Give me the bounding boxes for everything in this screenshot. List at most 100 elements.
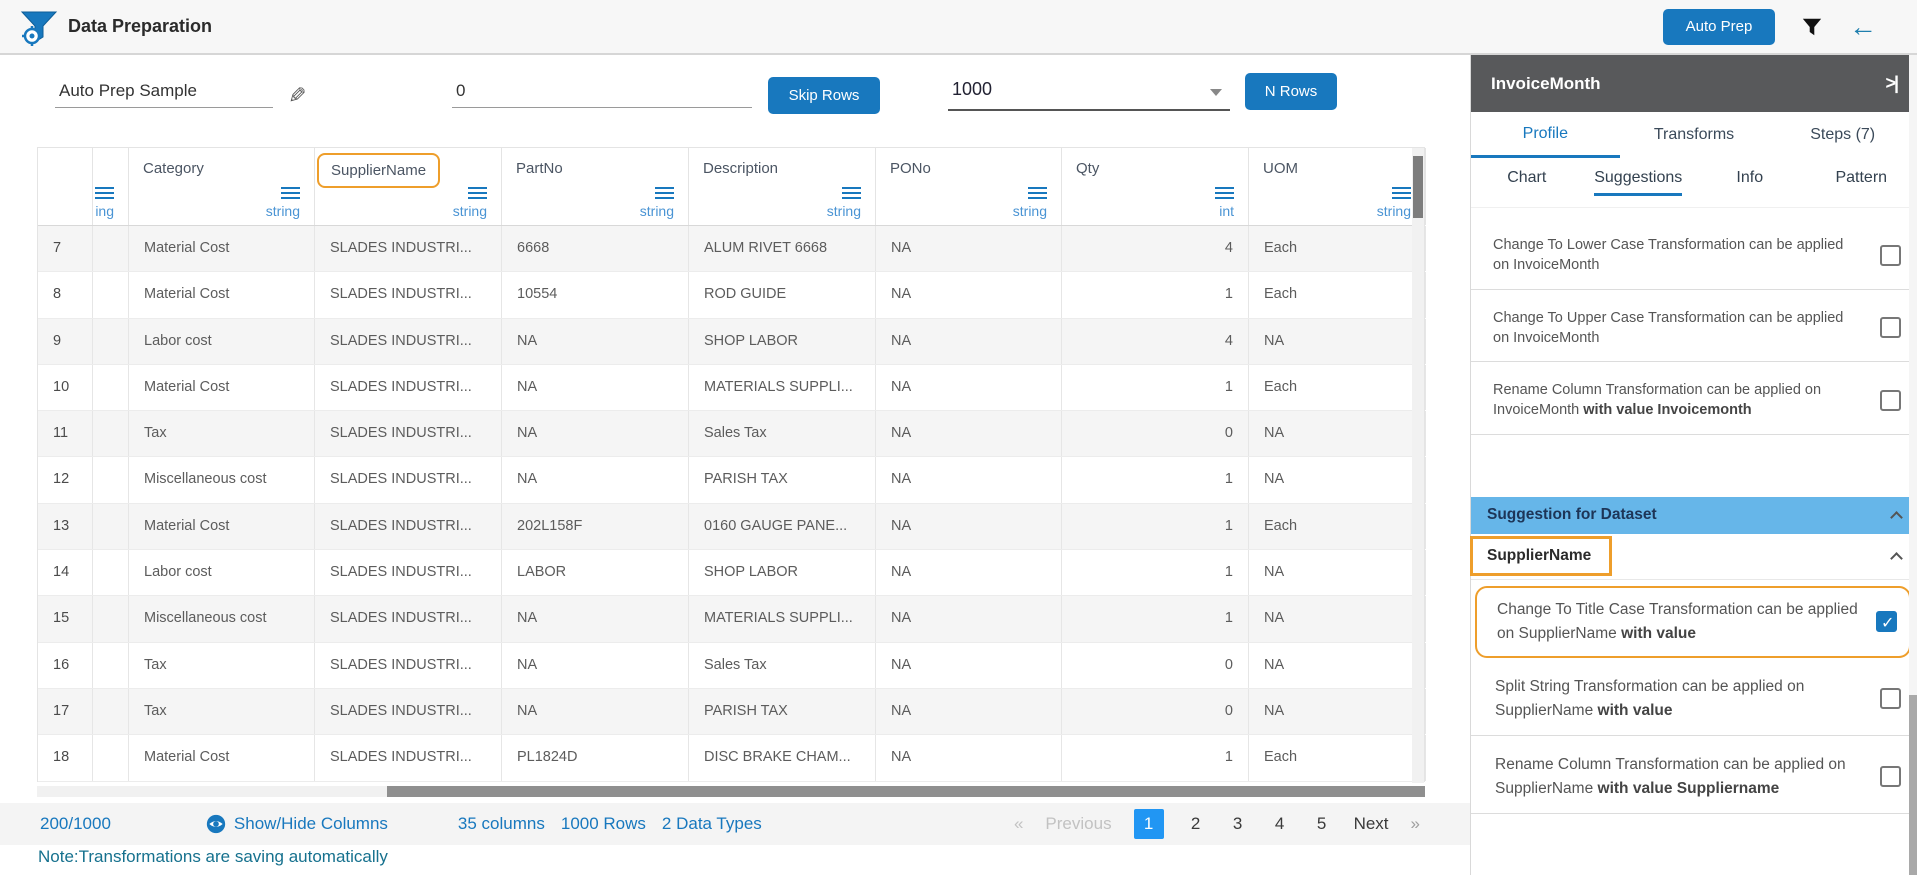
suggestion-checkbox[interactable] (1880, 390, 1901, 411)
description-cell: ALUM RIVET 6668 (689, 226, 876, 271)
supplier-cell: SLADES INDUSTRI... (315, 643, 502, 688)
panel-tab[interactable]: Transforms (1620, 112, 1769, 158)
table-row[interactable]: 10 Material Cost SLADES INDUSTRI... NA M… (38, 365, 1424, 411)
suggestion-item: Change To Title Case Transformation can … (1475, 586, 1911, 658)
skip-rows-input[interactable] (452, 75, 752, 108)
column-header[interactable]: PONo string (876, 148, 1062, 225)
partial-column-cell (93, 319, 129, 364)
table-row[interactable]: 9 Labor cost SLADES INDUSTRI... NA SHOP … (38, 319, 1424, 365)
dataset-column-section[interactable]: SupplierName (1471, 534, 1917, 580)
auto-prep-button[interactable]: Auto Prep (1663, 9, 1775, 45)
page-number-button[interactable]: 1 (1134, 809, 1164, 839)
panel-subtab[interactable]: Info (1694, 158, 1806, 207)
row-count-label: 200/1000 (40, 814, 111, 834)
column-header[interactable]: PartNo string (502, 148, 689, 225)
suggestion-checkbox[interactable] (1880, 317, 1901, 338)
partial-column-cell (93, 504, 129, 549)
description-cell: Sales Tax (689, 643, 876, 688)
column-menu-icon[interactable] (468, 187, 487, 189)
description-cell: MATERIALS SUPPLI... (689, 365, 876, 410)
panel-tab[interactable]: Steps (7) (1768, 112, 1917, 158)
description-cell: Sales Tax (689, 411, 876, 456)
table-row[interactable]: 12 Miscellaneous cost SLADES INDUSTRI...… (38, 457, 1424, 503)
column-name: SupplierName (317, 153, 440, 188)
table-row[interactable]: 14 Labor cost SLADES INDUSTRI... LABOR S… (38, 550, 1424, 596)
table-row[interactable]: 8 Material Cost SLADES INDUSTRI... 10554… (38, 272, 1424, 318)
scrollbar-thumb[interactable] (1909, 695, 1917, 875)
top-bar: Data Preparation Auto Prep ← (0, 0, 1917, 55)
previous-button[interactable]: Previous (1045, 814, 1111, 834)
partno-cell: PL1824D (502, 735, 689, 780)
collapse-panel-icon[interactable]: >| (1885, 73, 1897, 94)
page-number-button[interactable]: 2 (1186, 814, 1206, 834)
next-button[interactable]: Next (1354, 814, 1389, 834)
column-menu-icon[interactable] (95, 187, 114, 189)
table-row[interactable]: 7 Material Cost SLADES INDUSTRI... 6668 … (38, 226, 1424, 272)
panel-subtab[interactable]: Suggestions (1583, 158, 1695, 207)
panel-header: InvoiceMonth >| (1471, 55, 1917, 112)
suggestion-text: Rename Column Transformation can be appl… (1493, 380, 1880, 421)
suggestion-checkbox[interactable] (1876, 611, 1897, 632)
partial-column-cell (93, 226, 129, 271)
column-header[interactable]: UOM string (1249, 148, 1426, 225)
partno-cell: 202L158F (502, 504, 689, 549)
n-rows-button[interactable]: N Rows (1245, 73, 1337, 110)
scrollbar-thumb[interactable] (387, 786, 1425, 797)
panel-tab[interactable]: Profile (1471, 112, 1620, 158)
supplier-cell: SLADES INDUSTRI... (315, 319, 502, 364)
panel-subtab[interactable]: Chart (1471, 158, 1583, 207)
dataset-column-name: SupplierName (1470, 536, 1612, 576)
column-menu-icon[interactable] (1215, 187, 1234, 189)
qty-cell: 4 (1062, 226, 1249, 271)
pono-cell: NA (876, 272, 1062, 317)
suggestion-checkbox[interactable] (1880, 766, 1901, 787)
page-number-button[interactable]: 5 (1312, 814, 1332, 834)
filter-icon[interactable] (1801, 16, 1823, 38)
chevron-up-icon[interactable] (1890, 552, 1903, 565)
table-row[interactable]: 15 Miscellaneous cost SLADES INDUSTRI...… (38, 596, 1424, 642)
column-header[interactable]: Category string (129, 148, 315, 225)
row-number-cell: 9 (38, 319, 93, 364)
previous-arrow[interactable]: « (1014, 814, 1023, 834)
suggestion-checkbox[interactable] (1880, 245, 1901, 266)
table-row[interactable]: 13 Material Cost SLADES INDUSTRI... 202L… (38, 504, 1424, 550)
panel-scrollbar[interactable] (1909, 55, 1917, 875)
column-menu-icon[interactable] (842, 187, 861, 189)
table-body: 7 Material Cost SLADES INDUSTRI... 6668 … (38, 226, 1424, 782)
table-horizontal-scrollbar[interactable] (37, 786, 1425, 797)
column-type-label: string (640, 203, 674, 219)
table-row[interactable]: 11 Tax SLADES INDUSTRI... NA Sales Tax N… (38, 411, 1424, 457)
page-number-button[interactable]: 3 (1228, 814, 1248, 834)
column-header[interactable]: Qty int (1062, 148, 1249, 225)
qty-cell: 1 (1062, 550, 1249, 595)
n-rows-select[interactable]: 1000 (948, 71, 1230, 111)
column-header[interactable]: ing (93, 148, 129, 225)
back-arrow-icon[interactable]: ← (1849, 13, 1877, 41)
description-cell: PARISH TAX (689, 457, 876, 502)
show-hide-columns-button[interactable]: Show/Hide Columns (206, 814, 388, 834)
next-arrow[interactable]: » (1411, 814, 1420, 834)
dataset-suggestion-title: Suggestion for Dataset (1487, 506, 1657, 524)
suggestion-checkbox[interactable] (1880, 688, 1901, 709)
panel-subtab[interactable]: Pattern (1806, 158, 1917, 207)
column-menu-icon[interactable] (281, 187, 300, 189)
chevron-up-icon[interactable] (1890, 511, 1903, 524)
description-cell: 0160 GAUGE PANE... (689, 504, 876, 549)
column-header[interactable] (38, 148, 93, 225)
edit-pencil-icon[interactable]: ✎ (288, 83, 306, 109)
table-row[interactable]: 16 Tax SLADES INDUSTRI... NA Sales Tax N… (38, 643, 1424, 689)
column-header[interactable]: SupplierName string (315, 148, 502, 225)
skip-rows-button[interactable]: Skip Rows (768, 77, 880, 114)
scrollbar-thumb[interactable] (1413, 156, 1423, 218)
column-header[interactable]: Description string (689, 148, 876, 225)
column-menu-icon[interactable] (1392, 187, 1411, 189)
table-vertical-scrollbar[interactable] (1412, 148, 1424, 783)
column-menu-icon[interactable] (655, 187, 674, 189)
table-row[interactable]: 18 Material Cost SLADES INDUSTRI... PL18… (38, 735, 1424, 781)
column-menu-icon[interactable] (1028, 187, 1047, 189)
dataset-suggestion-header[interactable]: Suggestion for Dataset (1471, 497, 1917, 534)
sample-name-input[interactable] (55, 75, 273, 108)
page-number-button[interactable]: 4 (1270, 814, 1290, 834)
table-row[interactable]: 17 Tax SLADES INDUSTRI... NA PARISH TAX … (38, 689, 1424, 735)
row-number-cell: 7 (38, 226, 93, 271)
